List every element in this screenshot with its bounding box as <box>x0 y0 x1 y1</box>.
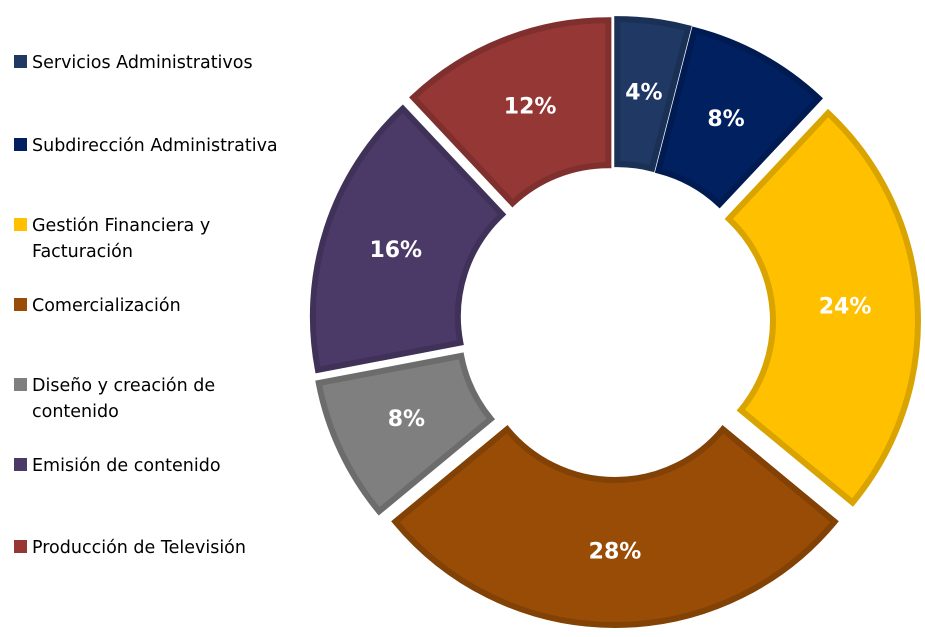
legend-item: Comercialización <box>14 293 294 319</box>
data-label: 24% <box>819 295 872 320</box>
legend-label: Subdirección Administrativa <box>32 136 278 156</box>
legend-item: Diseño y creación de contenido <box>14 373 294 425</box>
legend: Servicios Administrativos Subdirección Ad… <box>0 0 300 637</box>
data-label: 8% <box>707 107 744 132</box>
donut-segment <box>391 425 839 628</box>
legend-label: Gestión Financiera y Facturación <box>32 216 211 262</box>
donut-segment <box>724 108 921 507</box>
legend-swatch <box>14 138 27 151</box>
data-label: 16% <box>369 238 422 263</box>
legend-item: Subdirección Administrativa <box>14 133 294 159</box>
legend-swatch <box>14 55 27 68</box>
data-label: 28% <box>589 540 642 565</box>
legend-label: Diseño y creación de contenido <box>32 376 216 422</box>
legend-swatch <box>14 458 27 471</box>
legend-item: Servicios Administrativos <box>14 50 294 76</box>
donut-segment <box>654 26 824 209</box>
donut-segment <box>409 17 612 208</box>
legend-swatch <box>14 218 27 231</box>
legend-item: Emisión de contenido <box>14 453 294 479</box>
donut-segment <box>614 16 692 173</box>
legend-label: Emisión de contenido <box>32 456 221 476</box>
data-label: 4% <box>625 80 662 105</box>
legend-swatch <box>14 540 27 553</box>
legend-item: Gestión Financiera y Facturación <box>14 213 294 265</box>
data-label: 12% <box>504 95 557 120</box>
donut-segment <box>309 104 507 374</box>
legend-swatch <box>14 378 27 391</box>
legend-swatch <box>14 298 27 311</box>
legend-label: Producción de Televisión <box>32 538 246 558</box>
legend-label: Comercialización <box>32 296 181 316</box>
legend-label: Servicios Administrativos <box>32 53 253 73</box>
legend-item: Producción de Televisión <box>14 535 294 561</box>
donut-segment <box>315 352 496 516</box>
data-label: 8% <box>388 407 425 432</box>
